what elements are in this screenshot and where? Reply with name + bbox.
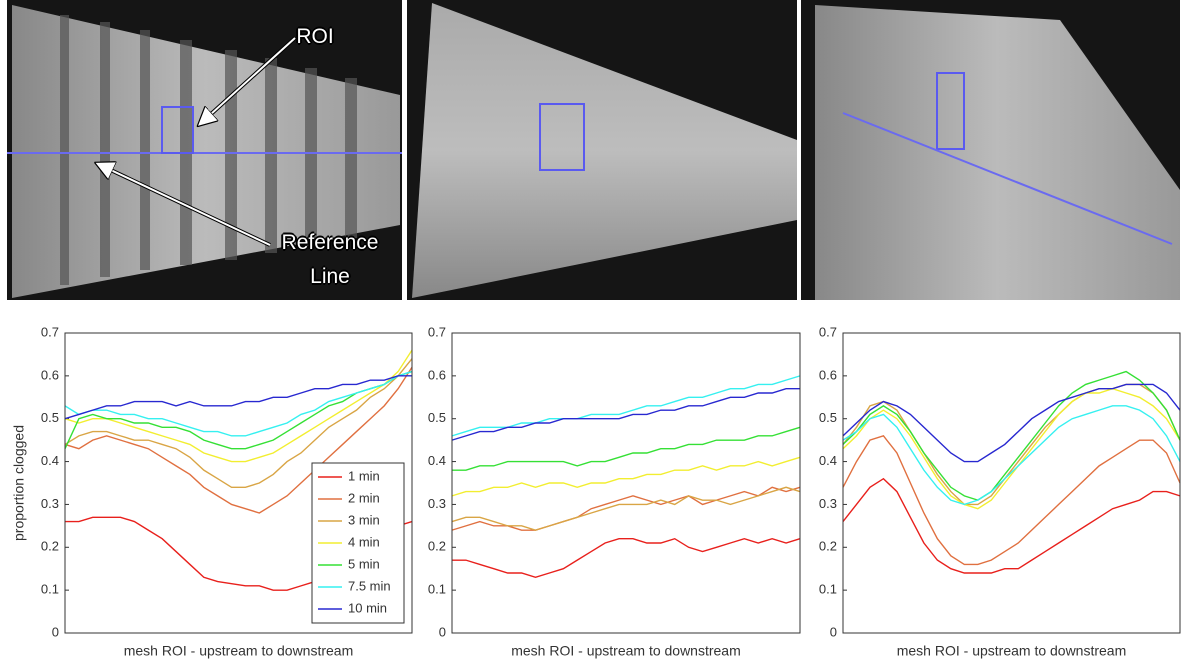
line-series [842,383,1181,463]
line-series [451,388,800,441]
legend-label: 7.5 min [348,578,391,593]
line-series [842,435,1181,566]
plot-area [843,333,1180,633]
line-series [64,358,413,488]
y-tick-label: 0.3 [428,496,446,511]
legend-label: 1 min [348,468,380,483]
y-axis-label: proportion clogged [11,425,27,541]
plot-frame [64,332,413,634]
line-series [64,375,412,420]
legend-label: 4 min [348,534,380,549]
legend-label: 3 min [348,512,380,527]
line-series [451,456,801,497]
y-tick-label: 0 [52,624,59,639]
y-tick-label: 0.1 [428,582,446,597]
y-tick-label: 0.1 [41,582,59,597]
y-tick-label: 0.5 [428,410,446,425]
annotation: Reference Line [281,231,379,288]
line-series [842,370,1181,501]
y-tick-label: 0.5 [819,410,837,425]
y-tick-label: 0.5 [41,410,59,425]
line-series [452,537,801,579]
legend-label: 2 min [348,490,380,505]
line-series [451,486,801,531]
photo-1 [7,0,402,300]
photo-3 [801,0,1180,300]
line-series [452,426,801,471]
y-tick-label: 0.2 [819,539,837,554]
y-tick-label: 0.7 [428,324,446,339]
legend-label: 5 min [348,556,380,571]
y-tick-label: 0.1 [819,582,837,597]
annotation: ROI [296,25,334,48]
y-tick-label: 0 [439,624,446,639]
x-axis-label: mesh ROI - upstream to downstream [897,643,1127,659]
y-tick-label: 0.4 [41,453,59,468]
y-tick-label: 0.7 [819,324,837,339]
line-series [64,366,413,514]
legend-label: 10 min [348,600,387,615]
x-axis-label: mesh ROI - upstream to downstream [511,643,741,659]
plot-area [452,333,800,633]
line-series [451,486,801,531]
y-tick-label: 0.2 [41,539,59,554]
x-axis-label: mesh ROI - upstream to downstream [124,643,354,659]
plot-frame [842,332,1181,634]
photo-2 [407,0,797,300]
y-tick-label: 0.3 [819,496,837,511]
plot-frame [451,332,801,634]
y-tick-label: 0.6 [819,367,837,382]
y-tick-label: 0.4 [819,453,837,468]
line-series [842,405,1181,506]
line-series [64,349,413,463]
y-tick-label: 0.4 [428,453,446,468]
y-tick-label: 0.6 [41,367,59,382]
line-series [451,375,801,437]
y-tick-label: 0.3 [41,496,59,511]
line-series [842,477,1181,574]
line-series [64,370,413,437]
y-tick-label: 0.2 [428,539,446,554]
line-series [842,387,1181,510]
y-tick-label: 0.6 [428,367,446,382]
y-tick-label: 0 [830,624,837,639]
y-tick-label: 0.7 [41,324,59,339]
